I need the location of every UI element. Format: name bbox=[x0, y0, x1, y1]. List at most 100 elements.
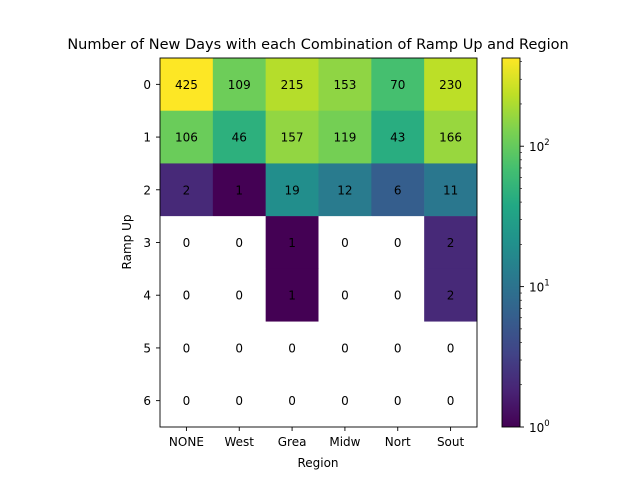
heatmap-cell bbox=[424, 268, 478, 322]
cell-value-label: 1 bbox=[235, 183, 243, 197]
x-axis-ticks: NONE West Grea Midw Nort Sout bbox=[169, 427, 465, 449]
cell-value-label: 0 bbox=[235, 236, 243, 250]
heatmap-cell bbox=[160, 163, 214, 217]
heatmap-cell bbox=[318, 268, 372, 322]
y-tick-label: 6 bbox=[143, 394, 151, 408]
y-axis-label: Ramp Up bbox=[120, 215, 134, 270]
heatmap-cell bbox=[160, 216, 214, 270]
heatmap-cell bbox=[265, 163, 319, 217]
cell-value-label: 0 bbox=[394, 236, 402, 250]
cell-value-label: 0 bbox=[288, 394, 296, 408]
cell-value-label: 0 bbox=[447, 341, 455, 355]
heatmap-cell bbox=[424, 321, 478, 375]
heatmap-cell bbox=[424, 374, 478, 428]
cell-value-label: 2 bbox=[447, 236, 455, 250]
heatmap-cell bbox=[371, 58, 425, 112]
cell-value-label: 0 bbox=[394, 394, 402, 408]
cell-value-label: 12 bbox=[337, 183, 352, 197]
heatmap-cell bbox=[160, 110, 214, 164]
cell-value-label: 0 bbox=[183, 341, 191, 355]
y-tick-label: 3 bbox=[143, 236, 151, 250]
chart-title: Number of New Days with each Combination… bbox=[67, 37, 568, 53]
cell-value-label: 0 bbox=[341, 341, 349, 355]
heatmap-cell bbox=[424, 163, 478, 217]
cell-value-label: 157 bbox=[281, 131, 304, 145]
cell-value-label: 0 bbox=[235, 394, 243, 408]
cell-value-label: 11 bbox=[443, 183, 458, 197]
heatmap-cell bbox=[265, 374, 319, 428]
heatmap-cell bbox=[371, 163, 425, 217]
x-tick-label: West bbox=[224, 435, 254, 449]
y-tick-label: 4 bbox=[143, 289, 151, 303]
colorbar-tick-label: 102 bbox=[529, 138, 550, 154]
heatmap-cell bbox=[212, 58, 266, 112]
heatmap-cell bbox=[371, 268, 425, 322]
heatmap-cell bbox=[424, 110, 478, 164]
heatmap-cell bbox=[424, 58, 478, 112]
cell-value-label: 230 bbox=[439, 78, 462, 92]
heatmap-cell bbox=[265, 321, 319, 375]
cell-value-label: 0 bbox=[288, 341, 296, 355]
cell-value-label: 166 bbox=[439, 131, 462, 145]
y-tick-label: 0 bbox=[143, 78, 151, 92]
cell-value-label: 2 bbox=[183, 183, 191, 197]
cell-value-label: 0 bbox=[341, 289, 349, 303]
cell-value-label: 0 bbox=[183, 236, 191, 250]
heatmap-cell bbox=[212, 321, 266, 375]
heatmap-cell bbox=[160, 268, 214, 322]
cell-value-label: 6 bbox=[394, 183, 402, 197]
heatmap-cell bbox=[318, 110, 372, 164]
cell-value-label: 1 bbox=[288, 236, 296, 250]
cell-value-label: 0 bbox=[183, 394, 191, 408]
cell-value-label: 215 bbox=[281, 78, 304, 92]
cell-value-label: 46 bbox=[232, 131, 247, 145]
heatmap-cell bbox=[212, 268, 266, 322]
x-axis-label: Region bbox=[297, 456, 338, 470]
cell-value-label: 70 bbox=[390, 78, 405, 92]
y-tick-label: 5 bbox=[143, 341, 151, 355]
cell-value-label: 106 bbox=[175, 131, 198, 145]
x-tick-label: Grea bbox=[278, 435, 307, 449]
y-tick-label: 1 bbox=[143, 131, 151, 145]
heatmap-cell bbox=[318, 58, 372, 112]
heatmap-cell bbox=[371, 216, 425, 270]
heatmap-cell bbox=[212, 374, 266, 428]
cell-value-label: 2 bbox=[447, 289, 455, 303]
cell-value-label: 0 bbox=[183, 289, 191, 303]
heatmap-cells bbox=[160, 58, 478, 428]
heatmap-cell bbox=[160, 321, 214, 375]
x-tick-label: Sout bbox=[437, 435, 465, 449]
cell-value-label: 1 bbox=[288, 289, 296, 303]
y-tick-label: 2 bbox=[143, 183, 151, 197]
heatmap-cell bbox=[371, 321, 425, 375]
y-axis-ticks: 0 1 2 3 4 5 6 bbox=[143, 78, 160, 408]
cell-value-label: 0 bbox=[341, 394, 349, 408]
colorbar-frame bbox=[501, 57, 521, 428]
heatmap-cell bbox=[318, 374, 372, 428]
heatmap-cell bbox=[265, 216, 319, 270]
heatmap-cell bbox=[424, 216, 478, 270]
cell-value-label: 425 bbox=[175, 78, 198, 92]
colorbar-ticks: 100 101 102 bbox=[520, 61, 550, 435]
x-tick-label: Nort bbox=[385, 435, 411, 449]
cell-value-label: 0 bbox=[394, 341, 402, 355]
cell-value-label: 0 bbox=[394, 289, 402, 303]
heatmap-cell bbox=[212, 216, 266, 270]
heatmap-cell bbox=[160, 374, 214, 428]
cell-value-label: 153 bbox=[333, 78, 356, 92]
colorbar-tick-label: 101 bbox=[529, 279, 550, 295]
colorbar-gradient bbox=[502, 58, 520, 427]
heatmap-cell bbox=[212, 163, 266, 217]
cell-value-label: 43 bbox=[390, 131, 405, 145]
heatmap-cell bbox=[265, 268, 319, 322]
colorbar-tick-label: 100 bbox=[529, 419, 550, 435]
heatmap-cell bbox=[318, 321, 372, 375]
cell-value-label: 109 bbox=[228, 78, 251, 92]
heatmap-cell bbox=[371, 374, 425, 428]
cell-value-label: 0 bbox=[235, 289, 243, 303]
heatmap-cell bbox=[265, 58, 319, 112]
cell-value-label: 0 bbox=[447, 394, 455, 408]
cell-value-label: 0 bbox=[235, 341, 243, 355]
